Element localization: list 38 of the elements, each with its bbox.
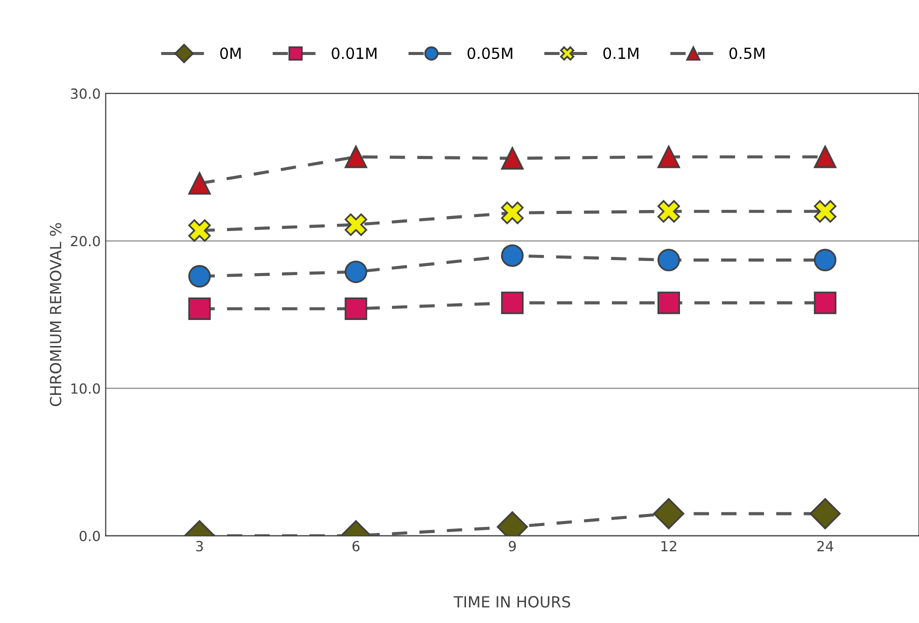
legend-label: 0.05M [468,47,512,60]
legend-label: 0.1M [603,47,638,60]
point [188,219,211,242]
legend-label: 0.5M [729,47,764,60]
point [814,292,836,314]
y-tick-label: 0.0 [80,530,100,542]
y-tick-label: 20.0 [70,236,100,246]
point [810,498,841,530]
point [657,292,680,314]
point [814,200,836,223]
point [501,292,524,314]
point [501,244,524,267]
point [344,146,368,168]
point [653,498,684,530]
point [814,248,836,272]
x-tick-label: 9 [508,540,516,552]
legend-label: 0.01M [332,47,376,60]
x-tick-label: 12 [661,540,676,552]
x-tick-label: 24 [817,540,834,552]
point [188,172,211,195]
point [501,147,524,170]
point [814,146,836,168]
point [344,297,368,320]
y-tick-label: 30.0 [70,88,100,99]
y-axis-title: CHROMIUM REMOVAL % [50,223,62,406]
point [657,248,680,272]
point [188,297,211,320]
point [657,200,680,223]
point [344,260,368,284]
x-axis-title: TIME IN HOURS [454,596,570,608]
point [657,146,680,168]
point [188,265,211,288]
point [501,202,524,224]
legend-label: 0M [220,47,241,60]
y-tick-label: 10.0 [71,383,100,394]
point [344,213,368,236]
x-tick-label: 6 [352,540,360,552]
x-tick-label: 3 [196,540,203,552]
